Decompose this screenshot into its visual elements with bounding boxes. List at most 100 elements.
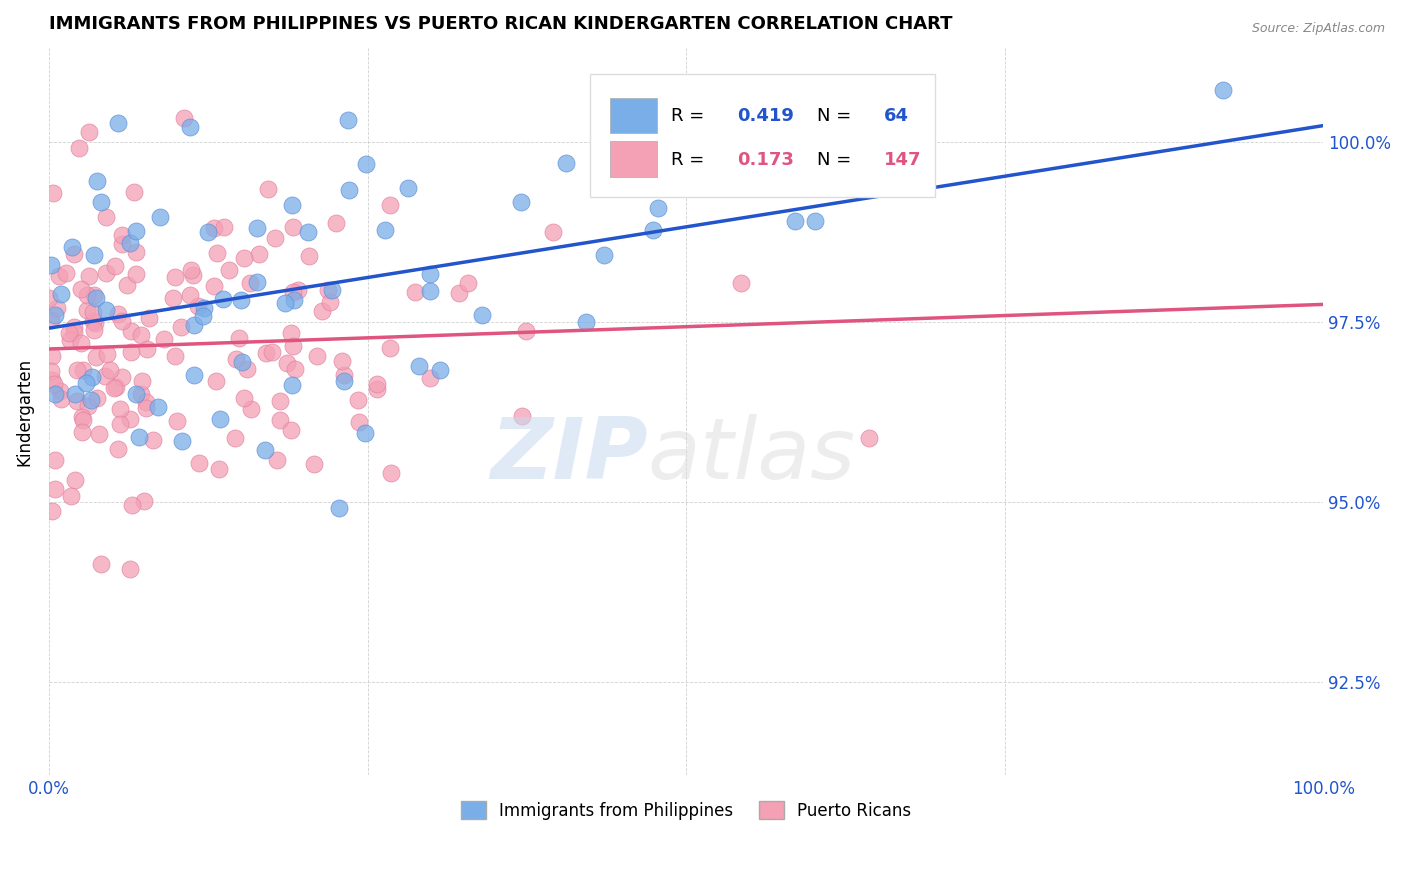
Point [233,391,256,405]
Point [142,434,165,448]
Point [366,382,388,396]
Point [457,277,479,291]
Point [173,111,195,125]
Point [120,562,142,576]
Point [108,417,131,431]
Text: N =: N = [817,151,858,169]
Point [59,333,82,347]
Point [122,185,145,199]
Point [803,213,825,227]
Point [41,373,63,387]
Point [181,268,204,282]
Point [207,246,229,260]
Point [135,401,157,416]
Point [239,401,262,416]
Point [239,276,262,290]
Point [858,431,880,445]
Point [208,462,231,476]
Point [149,210,172,224]
Point [246,221,269,235]
Point [224,431,246,445]
Point [281,198,304,212]
Point [44,482,66,496]
Point [247,247,270,261]
Text: ZIP: ZIP [491,414,648,497]
Point [378,341,401,355]
Point [449,285,471,300]
Point [38,291,60,305]
Point [228,331,250,345]
Point [804,133,827,147]
Point [80,392,103,407]
Point [44,376,66,391]
Point [65,394,87,409]
Point [107,442,129,456]
Point [162,291,184,305]
Point [380,466,402,480]
Point [125,224,148,238]
Point [336,113,359,128]
Point [366,377,388,392]
Point [44,452,66,467]
Point [77,125,100,139]
Point [63,473,86,487]
Point [44,308,66,322]
Point [593,248,616,262]
Point [353,426,375,441]
Point [111,370,134,384]
Point [325,216,347,230]
Point [82,304,104,318]
Point [276,356,298,370]
Point [120,345,142,359]
Point [41,349,63,363]
FancyBboxPatch shape [591,74,935,197]
Point [46,301,69,315]
Point [51,286,73,301]
Point [165,349,187,363]
Point [302,457,325,471]
Point [225,352,247,367]
Point [86,392,108,406]
Point [83,248,105,262]
Text: 0.173: 0.173 [737,151,794,169]
Point [170,434,193,448]
Point [647,201,669,215]
Text: R =: R = [671,107,710,125]
Point [202,221,225,235]
Point [120,236,142,251]
Point [193,309,215,323]
Point [328,500,350,515]
Point [332,353,354,368]
Point [283,293,305,307]
Point [49,384,72,399]
Point [80,369,103,384]
Point [72,425,94,439]
Point [510,409,533,423]
Point [62,319,84,334]
Point [321,283,343,297]
Point [153,332,176,346]
Point [84,316,107,330]
Point [129,328,152,343]
Point [60,490,83,504]
FancyBboxPatch shape [610,142,657,178]
Point [111,228,134,243]
Point [204,279,226,293]
Point [63,325,86,339]
Point [70,409,93,424]
Point [515,324,537,338]
Point [419,371,441,385]
Point [509,194,531,209]
Point [209,411,232,425]
Point [103,380,125,394]
Text: 0.419: 0.419 [737,107,794,125]
Legend: Immigrants from Philippines, Puerto Ricans: Immigrants from Philippines, Puerto Rica… [454,795,918,826]
Point [183,318,205,332]
Point [284,362,307,376]
Point [70,282,93,296]
Point [266,453,288,467]
Point [197,226,219,240]
Point [429,363,451,377]
Point [187,456,209,470]
Point [235,362,257,376]
